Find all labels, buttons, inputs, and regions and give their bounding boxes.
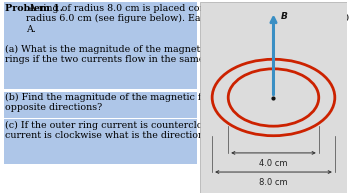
- Text: 8.0 cm: 8.0 cm: [259, 178, 288, 187]
- Text: 4.0 cm: 4.0 cm: [259, 159, 288, 168]
- Text: (a) What is the magnitude of the magnetic field at the center of the rings if th: (a) What is the magnitude of the magneti…: [6, 45, 329, 65]
- Bar: [4, 44, 197, 89]
- Text: A ring of radius 8.0 cm is placed concentrically around a ring of radius 6.0 cm : A ring of radius 8.0 cm is placed concen…: [26, 4, 349, 34]
- Text: (c) If the outer ring current is counterclockwise and the inner ring current is : (c) If the outer ring current is counter…: [6, 121, 331, 140]
- Text: B: B: [281, 12, 288, 20]
- Text: Problem 1.: Problem 1.: [6, 4, 64, 13]
- Bar: [4, 2, 197, 44]
- Bar: [4, 92, 197, 118]
- Bar: [4, 120, 197, 164]
- Text: (b) Find the magnitude of the magnetic field if the currents flow in opposite di: (b) Find the magnitude of the magnetic f…: [6, 93, 327, 112]
